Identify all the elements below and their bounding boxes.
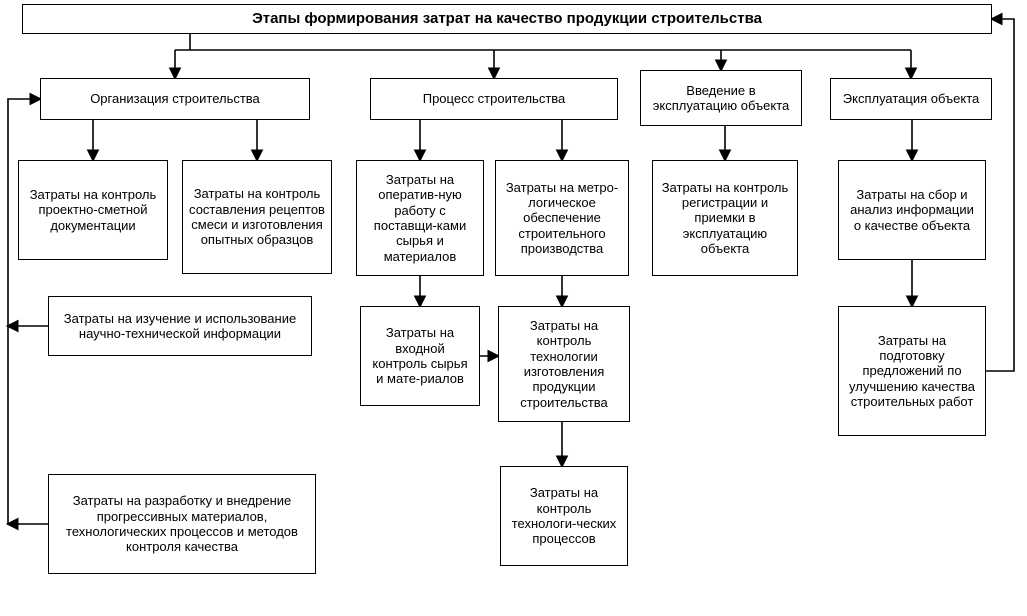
node-label: Этапы формирования затрат на качество пр…	[252, 10, 762, 28]
node-label: Введение в эксплуатацию объекта	[647, 83, 795, 114]
node-col4: Эксплуатация объекта	[830, 78, 992, 120]
node-n21: Затраты на оператив-ную работу с поставщ…	[356, 160, 484, 276]
node-n42: Затраты на подготовку предложений по улу…	[838, 306, 986, 436]
node-col2: Процесс строительства	[370, 78, 618, 120]
node-col3: Введение в эксплуатацию объекта	[640, 70, 802, 126]
node-label: Затраты на контроль технологии изготовле…	[505, 318, 623, 410]
node-label: Затраты на контроль составления рецептов…	[189, 186, 325, 247]
node-label: Процесс строительства	[423, 91, 566, 106]
node-n31: Затраты на контроль регистрации и приемк…	[652, 160, 798, 276]
node-label: Затраты на оператив-ную работу с поставщ…	[363, 172, 477, 264]
node-n25: Затраты на контроль технологи-ческих про…	[500, 466, 628, 566]
node-col1: Организация строительства	[40, 78, 310, 120]
node-label: Организация строительства	[90, 91, 260, 106]
node-label: Затраты на контроль проектно-сметной док…	[25, 187, 161, 233]
node-n41: Затраты на сбор и анализ информации о ка…	[838, 160, 986, 260]
node-n12: Затраты на контроль составления рецептов…	[182, 160, 332, 274]
node-n14: Затраты на разработку и внедрение прогре…	[48, 474, 316, 574]
node-n24: Затраты на контроль технологии изготовле…	[498, 306, 630, 422]
node-label: Затраты на контроль регистрации и приемк…	[659, 180, 791, 257]
node-label: Затраты на изучение и использование науч…	[55, 311, 305, 342]
edge-20	[986, 19, 1014, 371]
flowchart-canvas: Этапы формирования затрат на качество пр…	[0, 0, 1027, 616]
node-n13: Затраты на изучение и использование науч…	[48, 296, 312, 356]
node-label: Затраты на подготовку предложений по улу…	[845, 333, 979, 410]
node-title: Этапы формирования затрат на качество пр…	[22, 4, 992, 34]
node-n22: Затраты на метро-логическое обеспечение …	[495, 160, 629, 276]
node-label: Эксплуатация объекта	[843, 91, 979, 106]
node-label: Затраты на входной контроль сырья и мате…	[367, 325, 473, 386]
node-label: Затраты на контроль технологи-ческих про…	[507, 485, 621, 546]
node-label: Затраты на разработку и внедрение прогре…	[55, 493, 309, 554]
node-label: Затраты на сбор и анализ информации о ка…	[845, 187, 979, 233]
node-n23: Затраты на входной контроль сырья и мате…	[360, 306, 480, 406]
node-label: Затраты на метро-логическое обеспечение …	[502, 180, 622, 257]
node-n11: Затраты на контроль проектно-сметной док…	[18, 160, 168, 260]
